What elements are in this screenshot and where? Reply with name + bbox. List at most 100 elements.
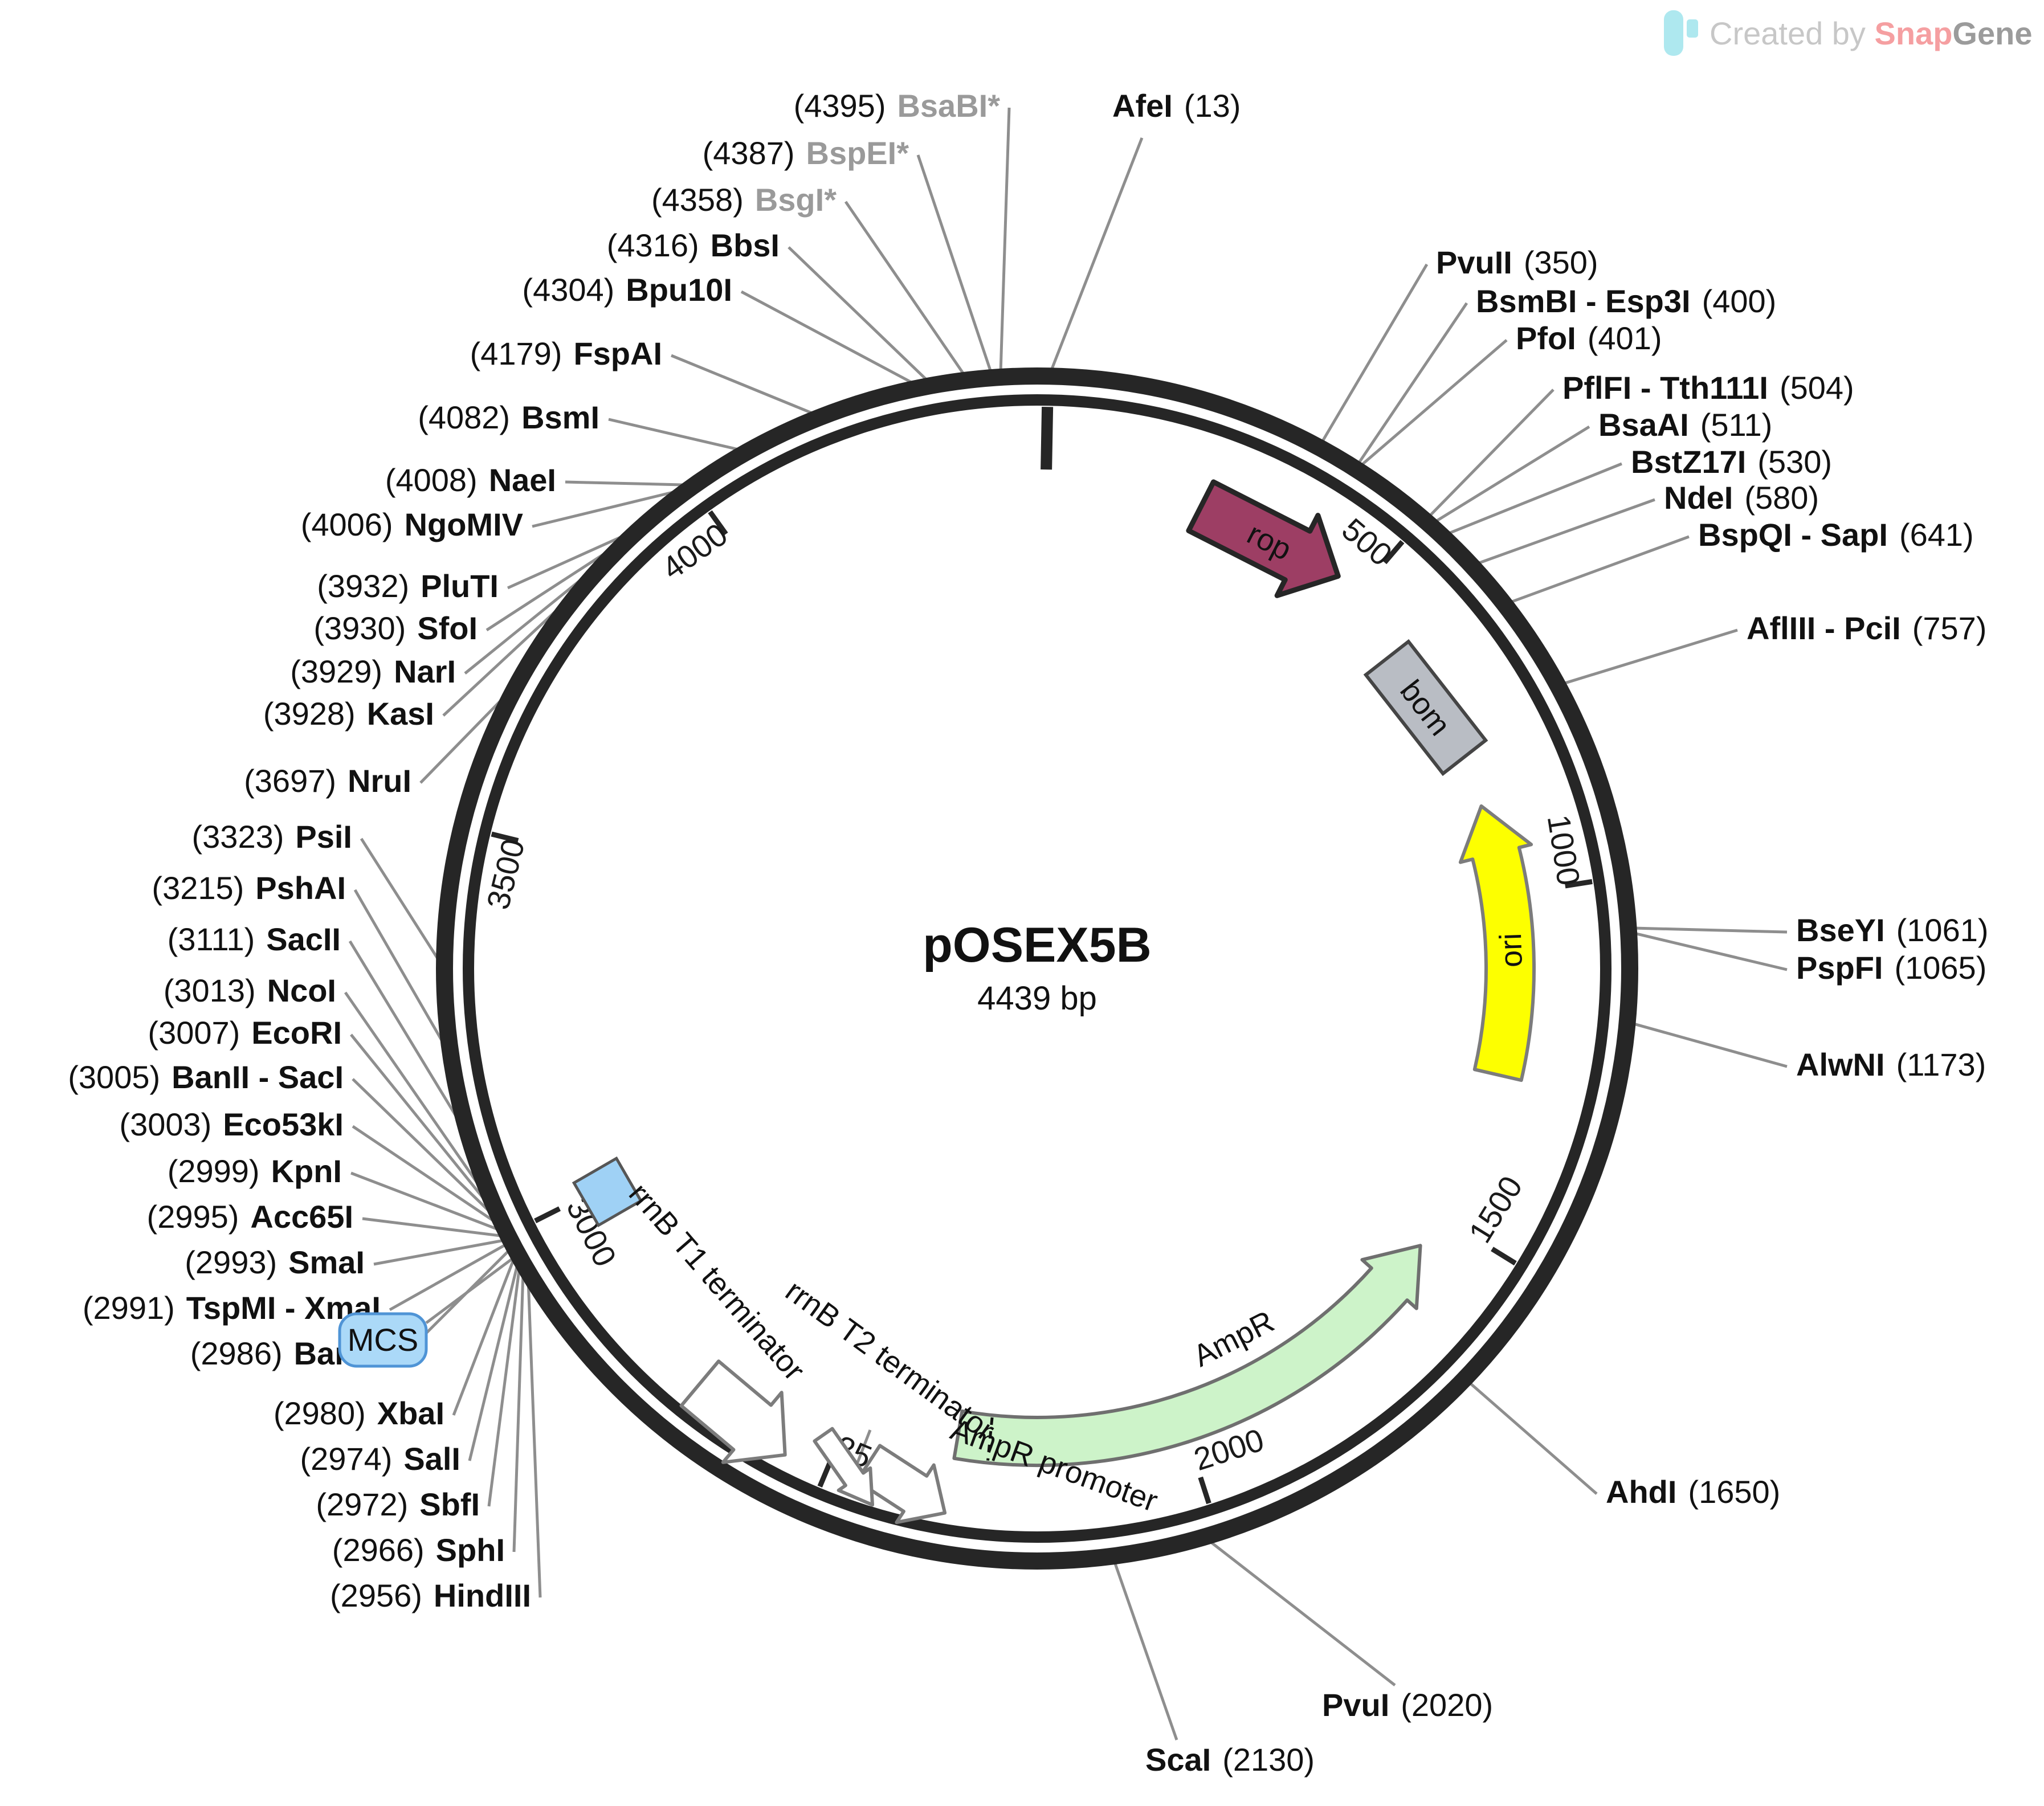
- enzyme-label-SalI: (2974) SalI: [300, 1441, 461, 1477]
- enzyme-label-NarI: (3929) NarI: [290, 653, 456, 689]
- tick-mark: [534, 1206, 561, 1224]
- enzyme-label-NaeI: (4008) NaeI: [385, 462, 556, 498]
- plasmid-size: 4439 bp: [977, 980, 1097, 1017]
- feature-shape-AmpR: [952, 1244, 1422, 1468]
- enzyme-label-AlwNI: AlwNI (1173): [1796, 1047, 1986, 1082]
- enzyme-label-Acc65I: (2995) Acc65I: [147, 1199, 353, 1235]
- enzyme-label-BsaAI: BsaAI (511): [1598, 407, 1772, 443]
- enzyme-label-TspMI-XmaI: (2991) TspMI - XmaI: [83, 1290, 381, 1326]
- mcs-chip-box: [338, 1312, 428, 1368]
- enzyme-label-SphI: (2966) SphI: [332, 1532, 505, 1568]
- tick-label: 1500: [1462, 1170, 1529, 1249]
- enzyme-label-SfoI: (3930) SfoI: [313, 610, 478, 646]
- leader-line: [468, 1252, 522, 1461]
- enzyme-label-BseYI: BseYI (1061): [1796, 912, 1989, 948]
- feature-boundary-dash: [986, 1417, 994, 1461]
- enzyme-label-AflIII-PciI: AflIII - PciI (757): [1747, 610, 1986, 646]
- plasmid-title: pOSEX5B: [923, 918, 1151, 973]
- feature-bom: bom: [1363, 639, 1488, 777]
- tick-mark: [491, 831, 519, 843]
- test-tube-icon-cap: [1687, 19, 1698, 38]
- feature-MCS-region: [572, 1156, 643, 1228]
- enzyme-label-PspFI: PspFI (1065): [1796, 950, 1986, 986]
- test-tube-icon: [1664, 10, 1683, 56]
- leader-line: [425, 1255, 517, 1325]
- enzyme-label-BstZ17I: BstZ17I (530): [1631, 444, 1832, 480]
- tick-label: 1000: [1541, 812, 1588, 888]
- leader-line: [353, 889, 456, 1064]
- feature-rrnB-T1-terminator: [679, 1359, 787, 1464]
- enzyme-label-NruI: (3697) NruI: [244, 763, 411, 799]
- enzyme-label-BbsI: (4316) BbsI: [607, 227, 780, 263]
- enzyme-label-BsmBI-Esp3I: BsmBI - Esp3I (400): [1476, 283, 1776, 319]
- enzyme-label-SbfI: (2972) SbfI: [316, 1486, 480, 1522]
- leader-line: [1624, 1020, 1788, 1068]
- mcs-chip-label: MCS: [348, 1322, 418, 1358]
- leader-line: [788, 246, 936, 389]
- tick-mark: [1198, 1476, 1211, 1505]
- leader-line: [608, 418, 752, 454]
- enzyme-label-BsaBI-: (4395) BsaBI*: [794, 88, 1001, 124]
- tick-mark: [708, 510, 728, 536]
- plasmid-ring-inner: [463, 394, 1611, 1543]
- leader-line: [1110, 1552, 1178, 1740]
- enzyme-label-FspAI: (4179) FspAI: [470, 336, 662, 371]
- leader-line: [844, 201, 971, 384]
- enzyme-label-PvuI: PvuI (2020): [1322, 1687, 1493, 1723]
- feature-AmpR: [952, 1244, 1422, 1468]
- enzyme-label-BsmI: (4082) BsmI: [418, 399, 599, 435]
- enzyme-label-PvuII: PvuII (350): [1436, 244, 1598, 280]
- leader-line: [389, 1239, 515, 1311]
- leader-line: [1468, 498, 1655, 568]
- leader-line: [512, 1258, 525, 1552]
- leader-line: [1426, 425, 1590, 528]
- feature-shape-rop: [1186, 479, 1341, 598]
- feature-shape-rrnB-T1-terminator: [679, 1359, 787, 1464]
- enzyme-label-KasI: (3928) KasI: [263, 696, 434, 732]
- enzyme-label-NdeI: NdeI (580): [1664, 480, 1819, 516]
- tick-mark: [817, 1460, 833, 1488]
- feature-shape-bom: [1363, 639, 1488, 777]
- enzyme-label-Bpu10I: (4304) Bpu10I: [522, 272, 732, 308]
- enzyme-label-PfoI: PfoI (401): [1516, 320, 1662, 356]
- feature-rrnB-T2-terminator: [813, 1427, 875, 1507]
- enzyme-label-BsgI-: (4358) BsgI*: [651, 182, 837, 218]
- enzyme-label-BspQI-SapI: BspQI - SapI (641): [1698, 517, 1974, 553]
- mcs-chip: MCS: [338, 1312, 428, 1368]
- snapgene-watermark: Created by SnapGene: [1664, 10, 2032, 56]
- tick-mark: [1491, 1247, 1517, 1266]
- enzyme-label-KpnI: (2999) KpnI: [168, 1153, 342, 1189]
- enzyme-label-BspEI-: (4387) BspEI*: [703, 135, 909, 171]
- leader-line: [360, 837, 449, 975]
- enzyme-label-PflFI-Tth111I: PflFI - Tth111I (504): [1562, 370, 1854, 406]
- leader-line: [1352, 302, 1468, 472]
- enzyme-label-AfeI: AfeI (13): [1112, 88, 1241, 124]
- leader-line: [1554, 628, 1738, 688]
- leader-line: [671, 354, 826, 420]
- enzyme-label-PsiI: (3323) PsiI: [192, 819, 353, 855]
- leader-line: [1422, 389, 1555, 524]
- enzyme-label-BanII-SacI: (3005) BanII - SacI: [68, 1059, 344, 1095]
- feature-ori: [1458, 804, 1536, 1082]
- feature-text-label: ori: [1494, 933, 1529, 968]
- leader-line: [373, 1237, 513, 1266]
- enzyme-label-PshAI: (3215) PshAI: [152, 870, 346, 906]
- leader-line: [1200, 1534, 1396, 1686]
- feature-shape-rrnB-T2-terminator: [813, 1427, 875, 1507]
- leader-line: [526, 1265, 542, 1598]
- leader-line: [350, 1171, 511, 1236]
- leader-line: [740, 290, 926, 391]
- enzyme-label-NcoI: (3013) NcoI: [164, 973, 336, 1008]
- origin-tick: [1041, 406, 1054, 470]
- enzyme-label-SmaI: (2993) SmaI: [185, 1244, 365, 1280]
- feature-text-label: rrnB T2 terminator: [780, 1273, 1001, 1447]
- enzyme-label-PluTI: (3932) PluTI: [317, 568, 499, 604]
- enzyme-label-AhdI: AhdI (1650): [1606, 1474, 1780, 1510]
- tick-mark: [1565, 879, 1593, 889]
- leader-line: [487, 1254, 523, 1507]
- leader-line: [1438, 462, 1622, 539]
- feature-shape-ori: [1458, 804, 1536, 1082]
- leader-line: [1462, 1375, 1598, 1495]
